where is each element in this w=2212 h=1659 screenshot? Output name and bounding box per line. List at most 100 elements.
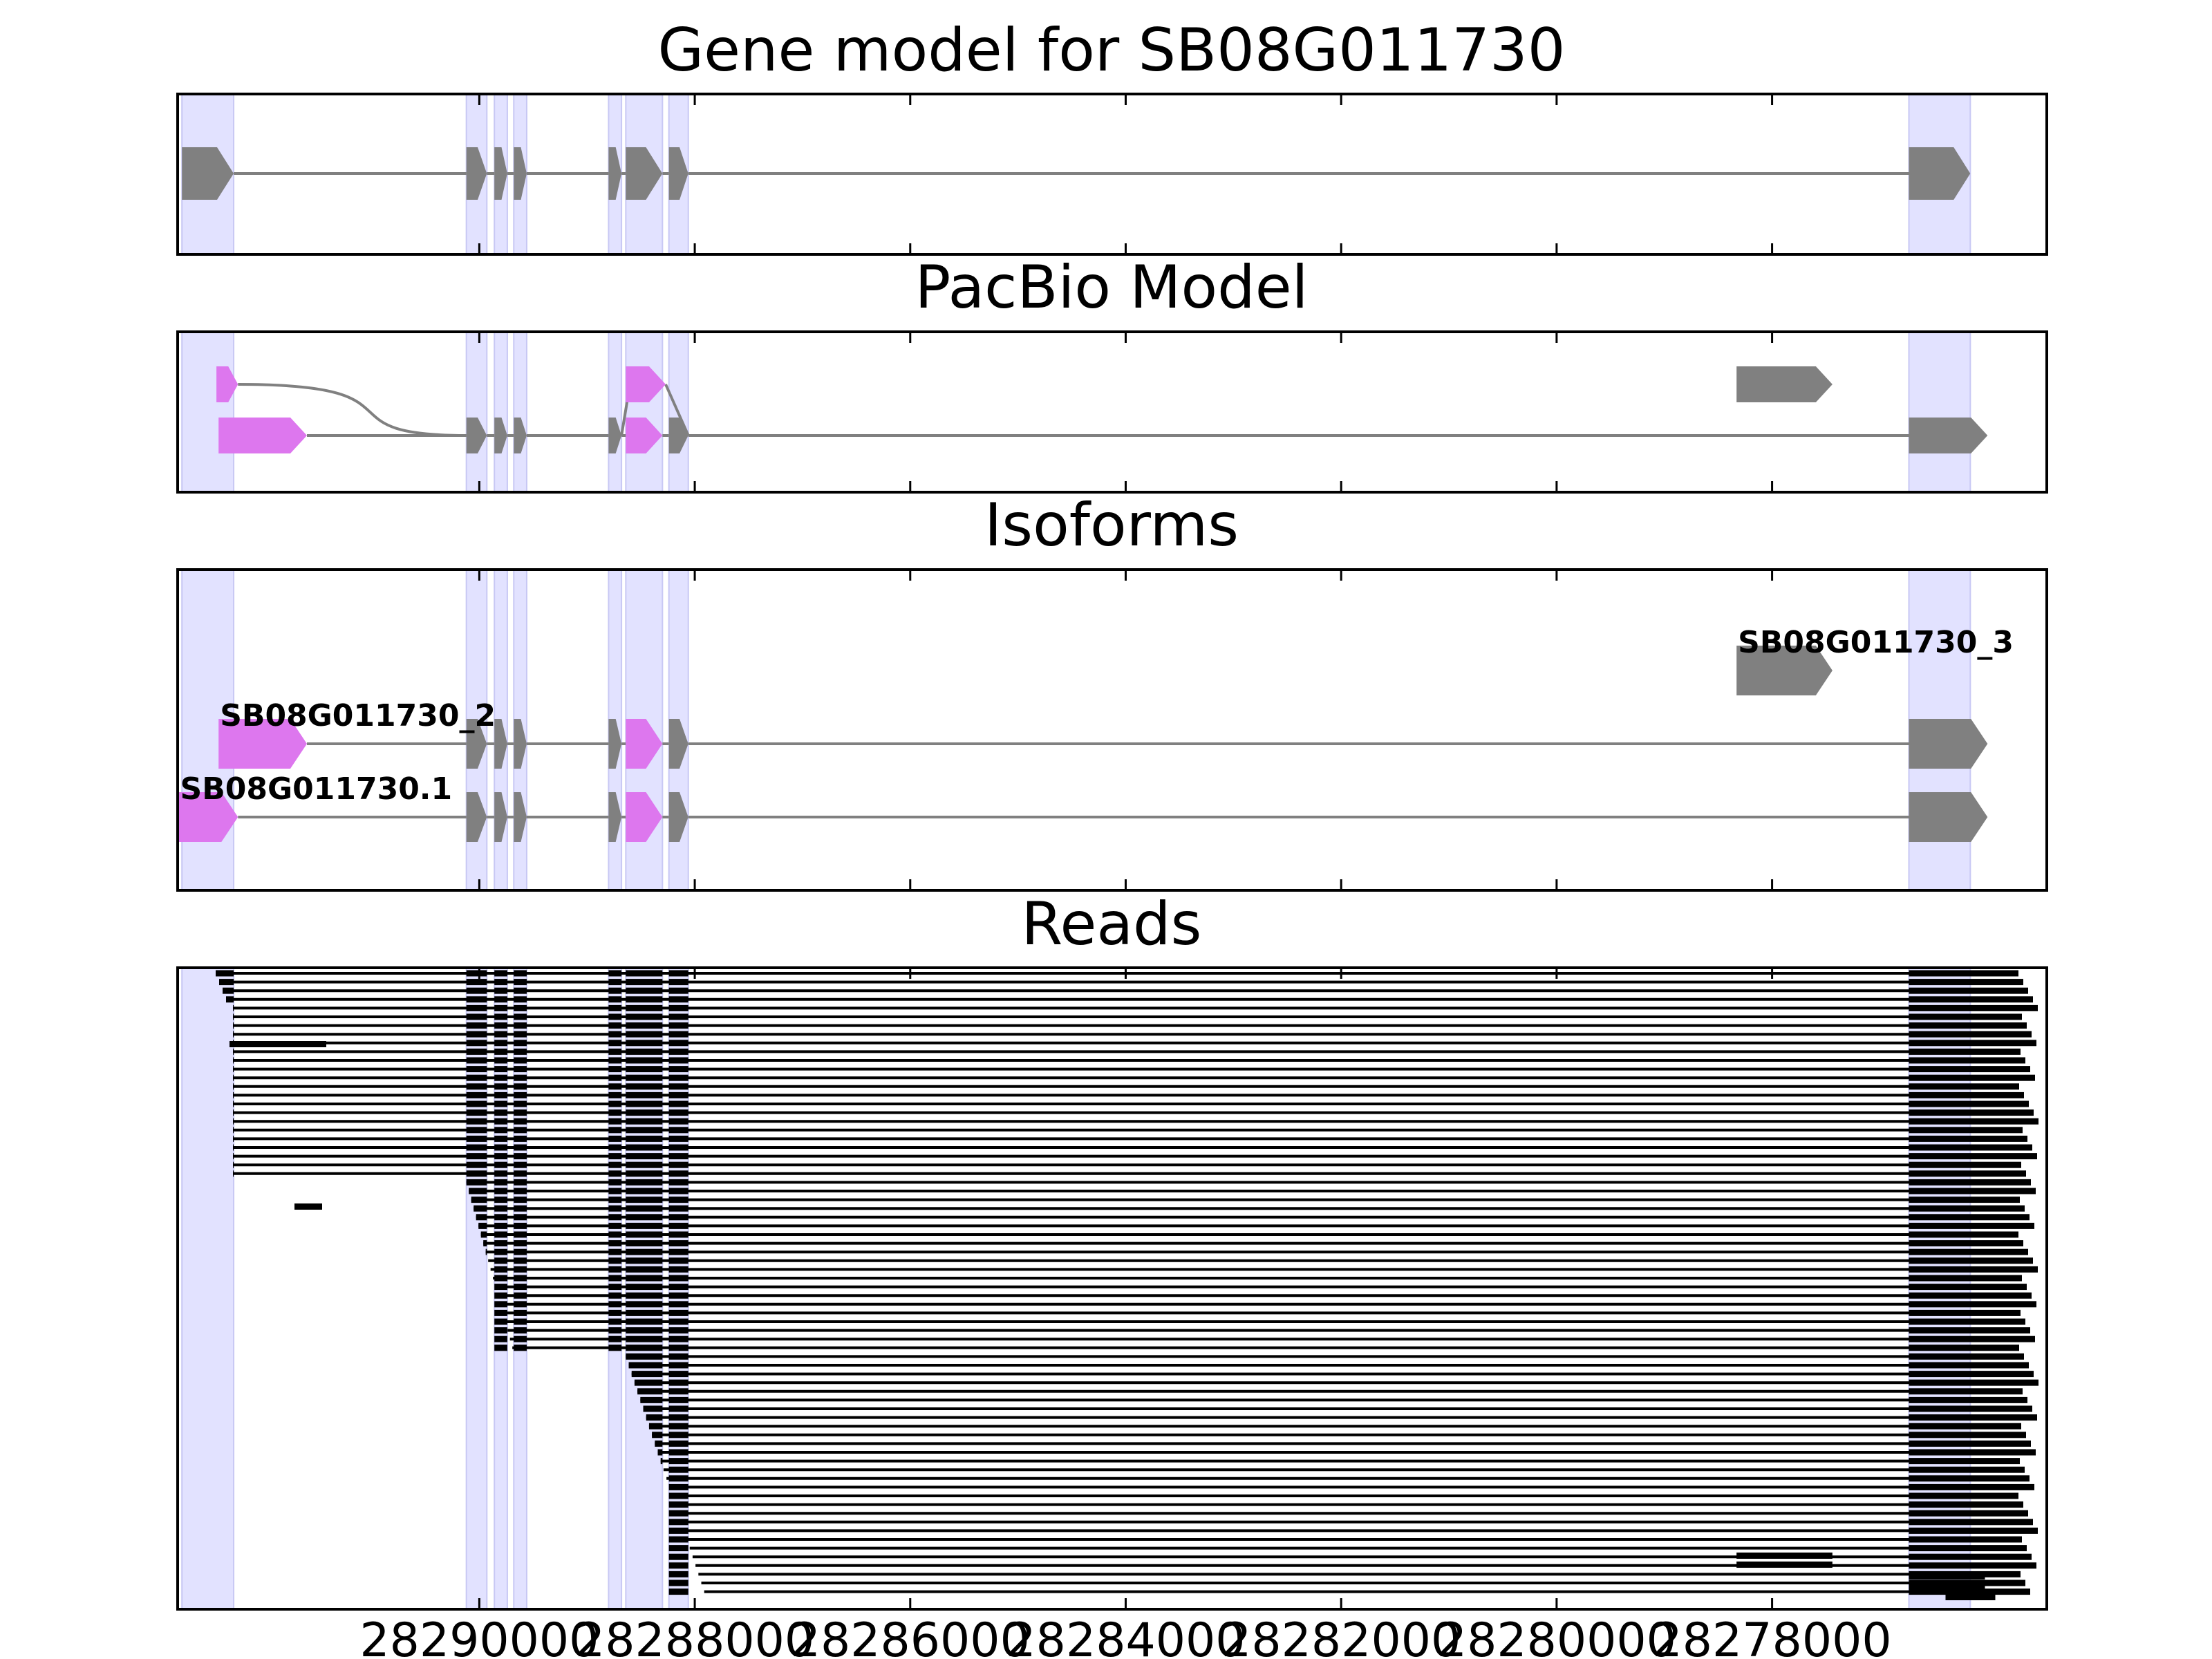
exon-arrow [626, 366, 666, 402]
read-block [494, 1205, 507, 1212]
read-block [494, 1144, 507, 1151]
exon-arrow [514, 418, 527, 453]
read-block [1909, 1161, 2021, 1168]
read-block [1909, 1188, 2036, 1194]
read-block [1909, 970, 2018, 977]
panel-title-isoforms: Isoforms [984, 491, 1239, 560]
exon-arrow [668, 719, 688, 769]
read-block [668, 1353, 688, 1360]
read-block [1909, 1562, 2036, 1569]
read-block [1909, 1153, 2037, 1160]
read-block [494, 1275, 507, 1282]
read-block [1909, 1231, 2018, 1238]
read-block [668, 1091, 688, 1098]
read-block [494, 1257, 507, 1264]
read-block [608, 1100, 622, 1107]
read-block [233, 1144, 234, 1151]
read-block [668, 1284, 688, 1291]
read-block [668, 1440, 688, 1447]
read-block [668, 1536, 688, 1543]
read-block [668, 1161, 688, 1168]
splice-connector [664, 384, 690, 436]
read-block [668, 1170, 688, 1177]
read-block [626, 1257, 663, 1264]
read-block [668, 1449, 688, 1456]
read-block [626, 1127, 663, 1134]
read-block [494, 1197, 507, 1203]
read-block [668, 1004, 688, 1011]
read-block [466, 1057, 487, 1064]
read-block [668, 979, 688, 986]
read-block [1909, 1344, 2019, 1351]
read-block [668, 1318, 688, 1325]
read-block [608, 970, 622, 977]
x-tick-label: 28284000 [1006, 1613, 1245, 1659]
panel-frame [176, 966, 2048, 1611]
read-block [1909, 1127, 2023, 1134]
read-block [514, 1240, 527, 1247]
exon-arrow [608, 147, 622, 200]
read-block [514, 1170, 527, 1177]
read-block [1909, 1519, 2033, 1526]
exon-arrow [626, 147, 663, 200]
read-block [626, 1292, 663, 1299]
exon-arrow [668, 147, 688, 200]
read-block [608, 1318, 622, 1325]
read-block [668, 996, 688, 1003]
panel-frame [176, 93, 2048, 256]
read-block [626, 987, 663, 994]
read-block [1909, 979, 2023, 986]
read-block [1909, 1197, 2020, 1203]
read-block [608, 1153, 622, 1160]
read-block [608, 1301, 622, 1308]
read-block [1909, 1022, 2027, 1029]
read-block [637, 1388, 663, 1395]
read-block [668, 1048, 688, 1055]
read-block [233, 1066, 234, 1073]
read-block [1909, 1309, 2021, 1316]
read-block [608, 1275, 622, 1282]
read-block [233, 1118, 234, 1125]
panel-frame [176, 330, 2048, 494]
read-block [668, 1100, 688, 1107]
read-block [608, 1161, 622, 1168]
read-block [608, 1031, 622, 1038]
read-block [1909, 1580, 2025, 1586]
read-block [608, 1214, 622, 1221]
read-block [626, 1353, 663, 1360]
read-block [494, 1344, 507, 1351]
read-block [608, 1135, 622, 1142]
read-block [608, 1197, 622, 1203]
read-block [626, 1248, 663, 1255]
read-block [1909, 987, 2028, 994]
splice-connector [238, 383, 467, 437]
read-block [233, 1057, 234, 1064]
read-block [668, 1205, 688, 1212]
read-block [494, 1301, 507, 1308]
read-block [514, 1048, 527, 1055]
read-block [626, 1118, 663, 1125]
read-block [648, 1423, 663, 1430]
read-block [668, 1188, 688, 1194]
read-block [494, 1327, 507, 1334]
read-block [1909, 1584, 1985, 1590]
exon-arrow [1909, 792, 1988, 842]
read-block [233, 1004, 234, 1011]
read-block [1909, 1492, 2018, 1499]
read-block [660, 1458, 663, 1465]
read-block [233, 1135, 234, 1142]
read-block [233, 1022, 234, 1029]
read-block [608, 1257, 622, 1264]
read-block [668, 1179, 688, 1185]
read-block [1909, 1257, 2033, 1264]
read-block [646, 1414, 663, 1421]
read-block [608, 1109, 622, 1116]
read-block [494, 1284, 507, 1291]
read-block [1909, 1388, 2023, 1395]
read-block [668, 1266, 688, 1273]
read-block [1909, 1335, 2035, 1342]
read-block [1909, 1466, 2025, 1473]
read-block [1909, 1083, 2019, 1090]
exon-arrow [1909, 418, 1988, 453]
read-block [514, 987, 527, 994]
